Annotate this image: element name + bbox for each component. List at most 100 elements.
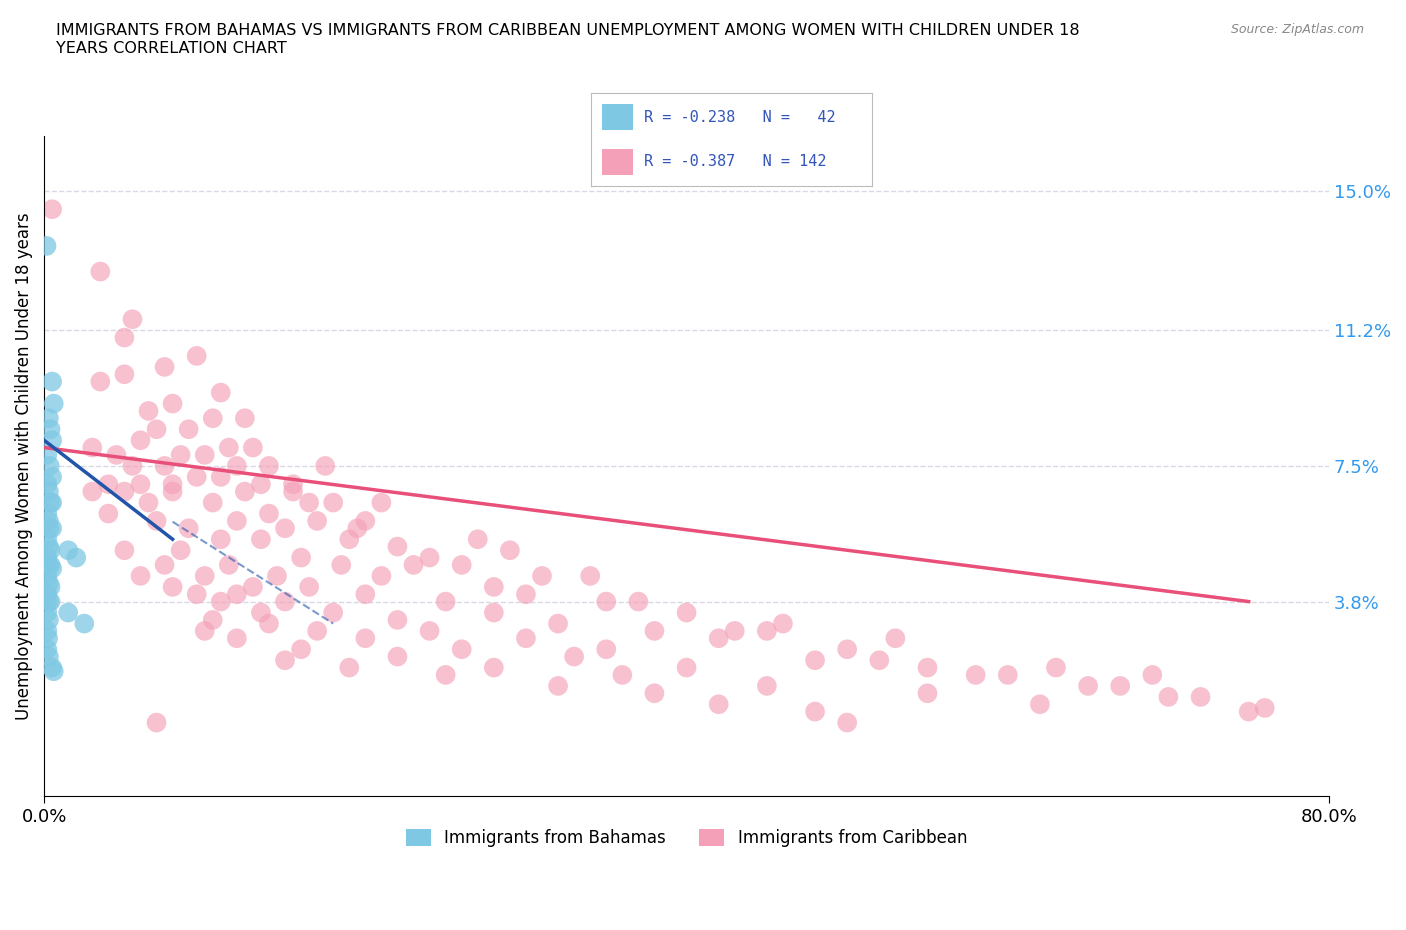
Point [41, 521, 63, 536]
Point [37, 623, 59, 638]
Point [1109, 679, 1132, 694]
Point [37, 587, 59, 602]
Point [804, 704, 827, 719]
Point [112, 543, 135, 558]
Text: Source: ZipAtlas.com: Source: ZipAtlas.com [1230, 23, 1364, 36]
Point [257, 506, 280, 521]
Point [218, 440, 240, 455]
Point [281, 485, 304, 499]
Point [138, 404, 160, 418]
Point [39, 594, 62, 609]
Point [337, 660, 360, 675]
Point [595, 642, 617, 657]
Point [39, 557, 62, 572]
Point [37, 551, 59, 565]
Point [112, 485, 135, 499]
Point [186, 470, 208, 485]
Point [330, 557, 353, 572]
Point [250, 532, 273, 547]
Point [145, 715, 167, 730]
Point [201, 495, 224, 510]
Point [38, 521, 60, 536]
Point [402, 557, 425, 572]
Point [129, 432, 152, 447]
Point [1077, 679, 1099, 694]
Point [39, 422, 62, 437]
Point [38, 576, 60, 591]
Point [370, 568, 392, 583]
Point [1045, 660, 1067, 675]
Point [837, 715, 859, 730]
Point [38, 613, 60, 628]
Point [354, 513, 377, 528]
Point [274, 594, 297, 609]
Text: R = -0.238   N =   42: R = -0.238 N = 42 [644, 110, 835, 125]
Point [162, 485, 184, 499]
Point [39, 579, 62, 594]
Point [121, 312, 143, 326]
Point [82, 440, 104, 455]
Point [194, 568, 217, 583]
Point [41, 432, 63, 447]
Point [38, 485, 60, 499]
Point [38, 557, 60, 572]
Legend: Immigrants from Bahamas, Immigrants from Caribbean: Immigrants from Bahamas, Immigrants from… [399, 822, 974, 854]
Point [37, 642, 59, 657]
Point [917, 685, 939, 700]
Point [965, 668, 987, 683]
Point [194, 623, 217, 638]
Point [804, 653, 827, 668]
Point [233, 485, 256, 499]
Point [997, 668, 1019, 683]
Point [42, 396, 65, 411]
Point [112, 366, 135, 381]
Point [515, 587, 537, 602]
Point [595, 594, 617, 609]
Point [290, 642, 312, 657]
Point [387, 539, 409, 554]
Point [38, 539, 60, 554]
Point [41, 495, 63, 510]
Point [201, 613, 224, 628]
Point [39, 543, 62, 558]
Point [467, 532, 489, 547]
Point [209, 385, 232, 400]
Point [1029, 697, 1052, 711]
Point [162, 396, 184, 411]
Point [266, 568, 288, 583]
Point [97, 506, 120, 521]
Point [242, 440, 264, 455]
FancyBboxPatch shape [602, 104, 633, 130]
Point [73, 617, 96, 631]
Point [257, 458, 280, 473]
Point [121, 458, 143, 473]
Point [233, 411, 256, 426]
Point [627, 594, 650, 609]
Point [186, 349, 208, 364]
Point [42, 664, 65, 679]
Point [707, 697, 730, 711]
Point [515, 631, 537, 645]
Point [772, 617, 794, 631]
Point [707, 631, 730, 645]
Point [153, 557, 176, 572]
Point [38, 458, 60, 473]
Point [41, 561, 63, 576]
Point [298, 579, 321, 594]
Point [322, 605, 344, 620]
Point [724, 623, 747, 638]
Point [209, 470, 232, 485]
Point [643, 623, 665, 638]
Point [41, 374, 63, 389]
Point [250, 605, 273, 620]
Point [186, 587, 208, 602]
Point [1142, 668, 1164, 683]
Point [314, 458, 336, 473]
Point [419, 623, 441, 638]
Point [387, 649, 409, 664]
Point [250, 477, 273, 492]
Point [917, 660, 939, 675]
Point [38, 649, 60, 664]
Point [225, 631, 247, 645]
Point [41, 470, 63, 485]
